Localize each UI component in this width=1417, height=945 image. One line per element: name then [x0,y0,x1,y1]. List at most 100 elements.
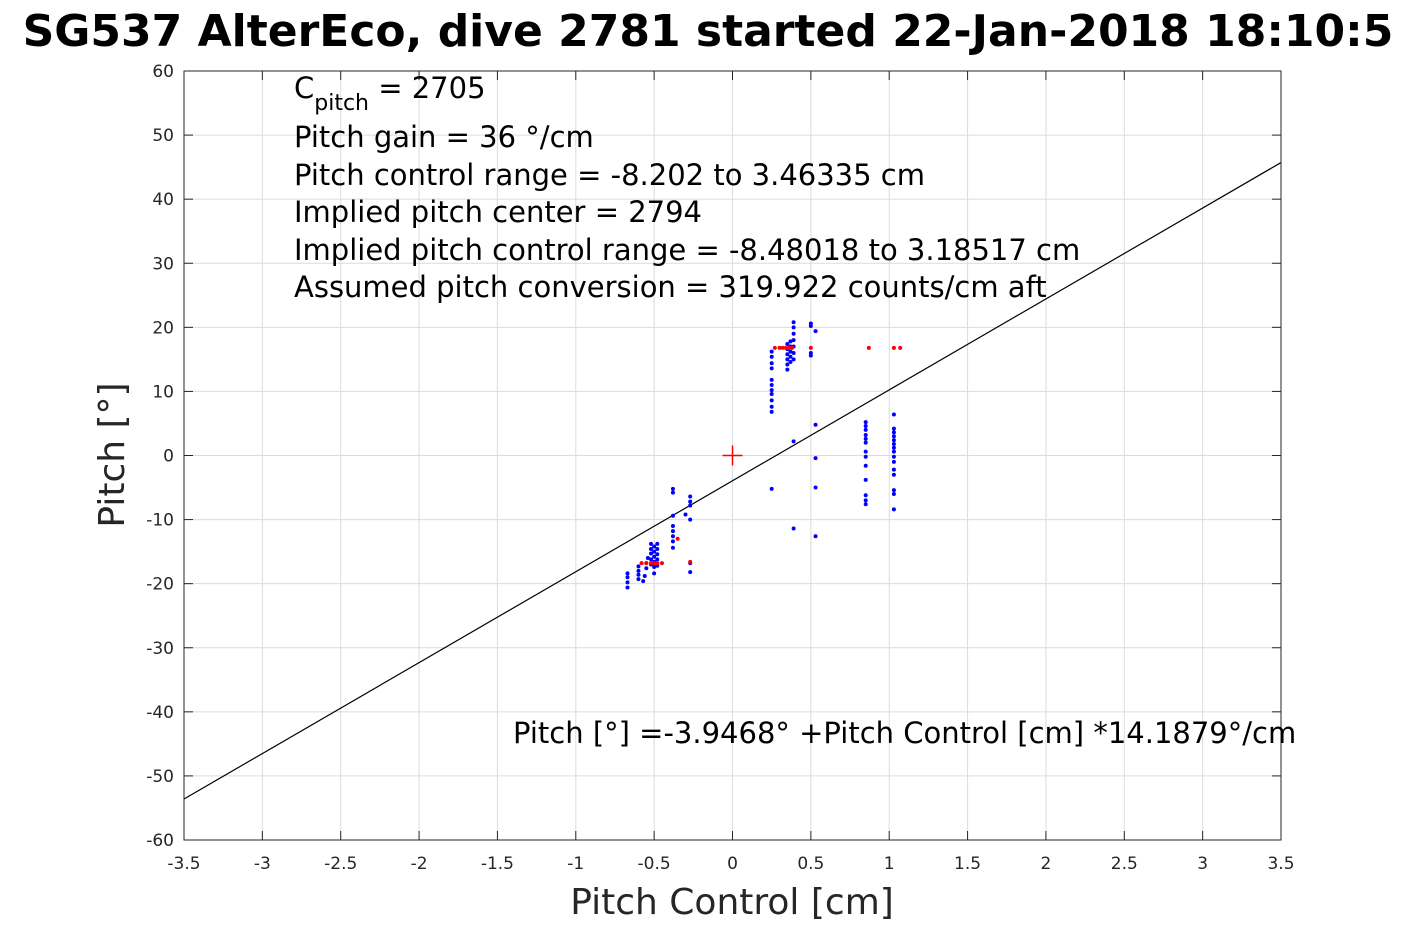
blue-data-point [652,565,657,570]
x-tick-label: -2.5 [324,854,357,874]
blue-data-point [863,498,868,503]
fit-line-group [183,162,1282,800]
blue-data-point [649,541,654,546]
implied-pitch-range-annotation: Implied pitch control range = -8.48018 t… [294,233,1080,267]
blue-data-point [863,432,868,437]
blue-data-point [791,357,796,362]
cpitch-value: = 2705 [369,71,486,105]
blue-data-point [808,324,813,329]
blue-data-point [636,568,641,573]
blue-data-point [649,557,654,562]
blue-data-point [670,513,675,518]
y-tick-label: 20 [152,318,174,338]
blue-data-point [891,459,896,464]
y-tick-label: -30 [146,639,174,659]
y-tick-label: -60 [146,831,174,851]
blue-data-point [645,556,650,561]
blue-data-point [688,494,693,499]
blue-data-point [791,320,796,325]
blue-data-point [670,545,675,550]
pitch-gain-annotation: Pitch gain = 36 °/cm [294,120,594,154]
y-tick-label: 30 [152,254,174,274]
blue-data-point [863,477,868,482]
red-data-point [898,345,903,350]
blue-data-point [791,331,796,336]
blue-data-point [670,534,675,539]
blue-data-point [891,438,896,443]
blue-data-point [813,485,818,490]
blue-data-point [652,549,657,554]
blue-data-point [769,398,774,403]
blue-data-point [785,341,790,346]
implied-pitch-center-annotation: Implied pitch center = 2794 [294,195,702,229]
blue-data-point [636,564,641,569]
blue-data-point [891,449,896,454]
blue-data-point [636,577,641,582]
blue-data-point [813,422,818,427]
blue-data-point [791,439,796,444]
blue-data-point [649,551,654,556]
blue-data-point [891,412,896,417]
blue-data-point [641,579,646,584]
blue-data-point [788,349,793,354]
blue-data-point [813,456,818,461]
x-tick-labels: -3.5 -3 -2.5 -2 -1.5 -1 -0.5 0 0.5 1 1.5 2 2.5 3 3.5 [167,854,1294,874]
x-tick-label: 3 [1197,854,1208,874]
blue-data-point [785,357,790,362]
blue-data-point [891,491,896,496]
x-axis-label: Pitch Control [cm] [570,882,894,923]
blue-data-point [788,359,793,364]
x-tick-label: -1.5 [481,854,514,874]
fit-equation-annotation: Pitch [°] =-3.9468° +Pitch Control [cm] … [513,716,1296,750]
blue-data-point [891,472,896,477]
y-tick-label: 50 [152,126,174,146]
blue-data-point [670,490,675,495]
blue-data-point [688,570,693,575]
red-data-point [639,561,644,566]
red-data-point [780,345,785,350]
red-data-point [808,345,813,350]
y-tick-label: -40 [146,703,174,723]
y-tick-label: -20 [146,575,174,595]
blue-data-point [769,349,774,354]
x-tick-label: 1.5 [954,854,981,874]
x-tick-label: 2.5 [1111,854,1138,874]
blue-data-point [683,512,688,517]
blue-data-point [891,441,896,446]
blue-data-point [642,573,647,578]
cpitch-main: C [294,71,314,105]
blue-data-point [769,409,774,414]
blue-data-point [655,541,660,546]
blue-data-point [769,366,774,371]
blue-data-point [791,350,796,355]
y-tick-label: 40 [152,190,174,210]
blue-data-point [769,391,774,396]
blue-data-point [785,362,790,367]
blue-data-point [788,354,793,359]
x-tick-label: -3 [254,854,271,874]
blue-data-point [891,488,896,493]
blue-data-point [785,367,790,372]
blue-data-point [891,426,896,431]
blue-data-point [688,517,693,522]
y-tick-labels: -60 -50 -40 -30 -20 -10 0 10 20 30 40 50 60 [146,62,174,851]
x-tick-label: -1 [567,854,584,874]
red-data-point [649,561,654,566]
x-tick-label: 2 [1041,854,1052,874]
x-tick-label: 1 [884,854,895,874]
blue-data-point [636,572,641,577]
center-marker-group [722,445,743,466]
blue-data-point [649,547,654,552]
x-tick-label: -3.5 [167,854,200,874]
pitch-control-range-annotation: Pitch control range = -8.202 to 3.46335 … [294,158,925,192]
x-tick-label: -2 [411,854,428,874]
blue-data-point [863,449,868,454]
y-tick-label: -50 [146,767,174,787]
blue-data-point [652,571,657,576]
blue-data-point [891,454,896,459]
blue-data-point [769,383,774,388]
blue-data-point [769,486,774,491]
fit-line [183,162,1282,800]
cpitch-annotation: Cpitch = 2705 [294,71,486,116]
